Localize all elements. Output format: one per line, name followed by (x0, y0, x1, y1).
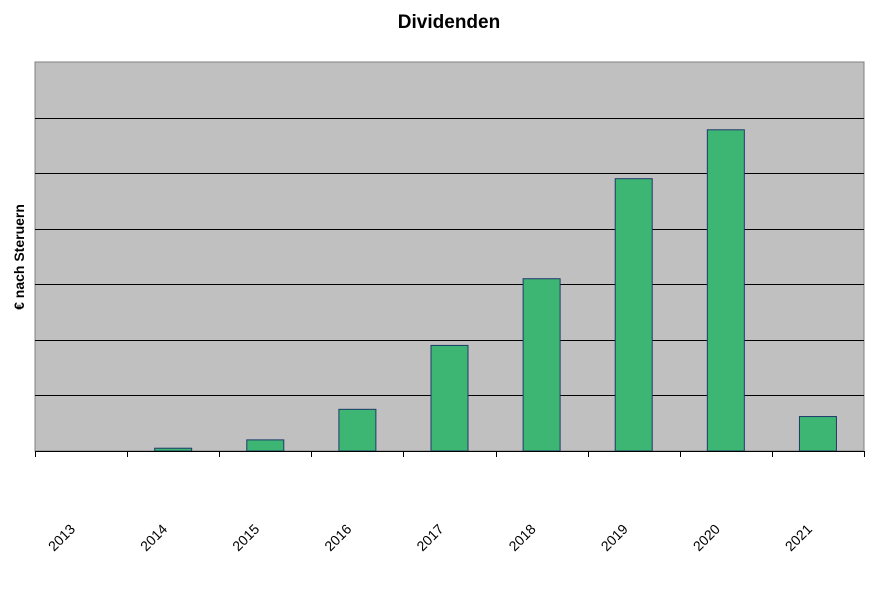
x-tick-label-2020: 2020 (690, 521, 723, 554)
x-tick-label-2021: 2021 (782, 521, 815, 554)
x-tick-label-2013: 2013 (45, 521, 78, 554)
x-tick-label-2014: 2014 (137, 521, 170, 554)
bar-2015 (246, 439, 285, 452)
bars (154, 129, 837, 452)
bar-2021 (798, 416, 837, 452)
bar-2019 (614, 178, 653, 452)
x-tick-label-2016: 2016 (321, 521, 354, 554)
x-axis (35, 451, 865, 457)
bar-2014 (154, 447, 193, 452)
x-tick-label-2018: 2018 (505, 521, 538, 554)
x-tick-label-2017: 2017 (413, 521, 446, 554)
x-tick-labels: 2013 2014 2015 2016 2017 2018 2019 2020 2021 (45, 521, 815, 554)
y-axis-label: € nach Steruern (11, 204, 27, 310)
chart-title: Dividenden (398, 12, 500, 33)
x-tick-label-2019: 2019 (598, 521, 631, 554)
x-tick-label-2015: 2015 (229, 521, 262, 554)
bar-2020 (706, 129, 745, 452)
bar-2017 (430, 344, 469, 452)
bar-2018 (522, 278, 561, 452)
bar-2016 (338, 408, 377, 452)
